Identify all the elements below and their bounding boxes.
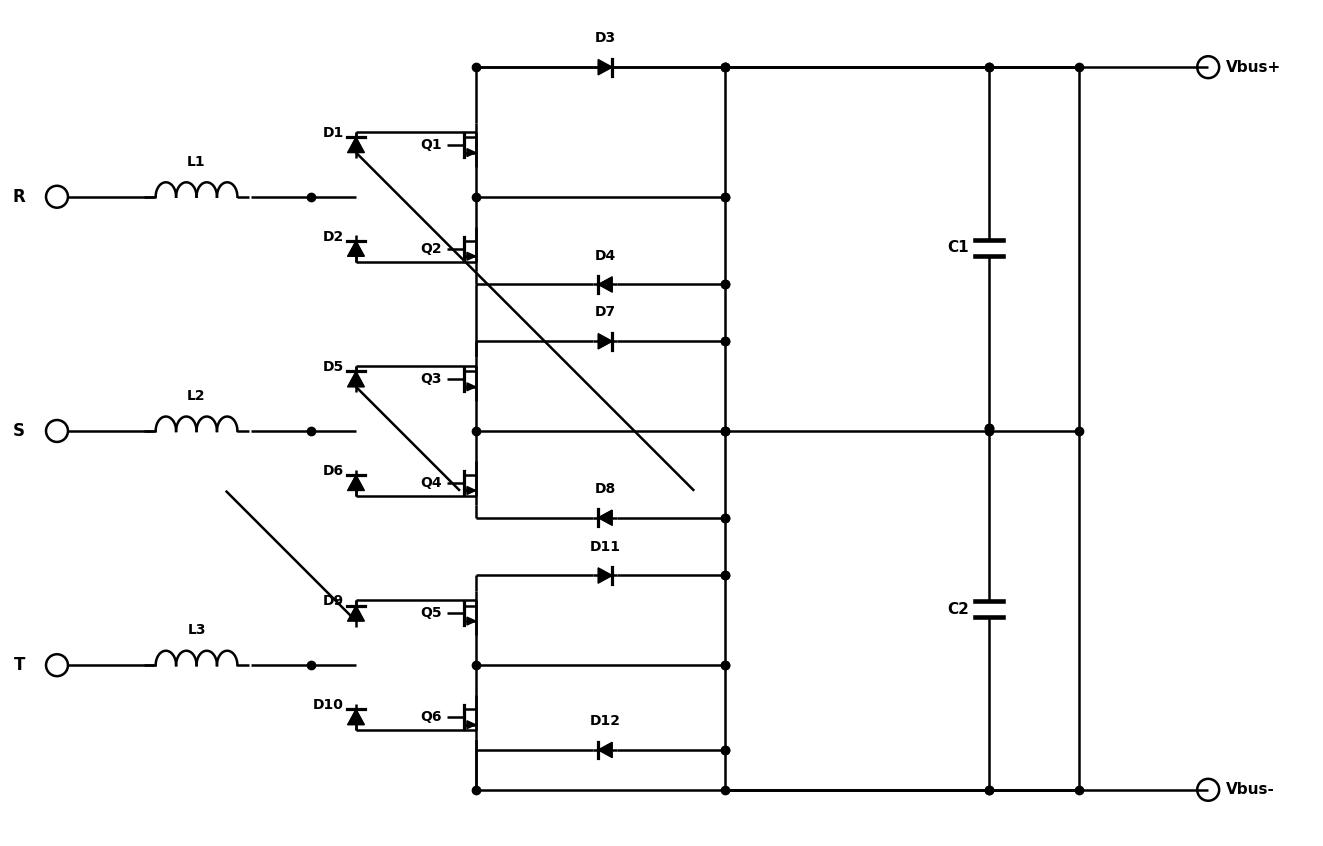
Text: T: T [13,656,25,674]
Polygon shape [598,59,613,74]
Polygon shape [598,510,613,525]
Text: Q4: Q4 [421,475,442,490]
Text: R: R [12,188,25,206]
Text: Q1: Q1 [421,138,442,152]
Text: D2: D2 [323,229,344,244]
Polygon shape [348,137,364,152]
Text: Q3: Q3 [421,372,442,386]
Polygon shape [467,383,475,391]
Text: C1: C1 [947,240,968,255]
Text: Vbus+: Vbus+ [1226,60,1282,74]
Text: S: S [13,422,25,440]
Text: D12: D12 [590,714,620,728]
Polygon shape [598,742,613,757]
Text: Q2: Q2 [421,242,442,255]
Polygon shape [467,149,475,157]
Polygon shape [598,277,613,292]
Text: L2: L2 [188,389,206,403]
Polygon shape [467,617,475,625]
Text: D6: D6 [323,464,344,478]
Polygon shape [598,568,613,583]
Text: D9: D9 [323,595,344,608]
Polygon shape [467,252,475,261]
Text: D1: D1 [323,126,344,140]
Text: D5: D5 [323,360,344,374]
Text: Q5: Q5 [421,607,442,620]
Polygon shape [598,333,613,349]
Text: Q6: Q6 [421,710,442,724]
Polygon shape [348,606,364,621]
Text: D10: D10 [314,698,344,712]
Polygon shape [348,475,364,491]
Polygon shape [348,241,364,256]
Text: C2: C2 [947,602,968,617]
Text: D11: D11 [590,540,620,553]
Polygon shape [467,721,475,728]
Text: D4: D4 [594,249,615,262]
Text: L1: L1 [188,155,206,169]
Polygon shape [348,371,364,387]
Text: D7: D7 [594,305,615,319]
Text: D8: D8 [594,481,615,496]
Text: Vbus-: Vbus- [1226,783,1275,797]
Polygon shape [348,709,364,725]
Text: L3: L3 [188,624,206,637]
Polygon shape [467,486,475,494]
Text: D3: D3 [594,31,615,45]
